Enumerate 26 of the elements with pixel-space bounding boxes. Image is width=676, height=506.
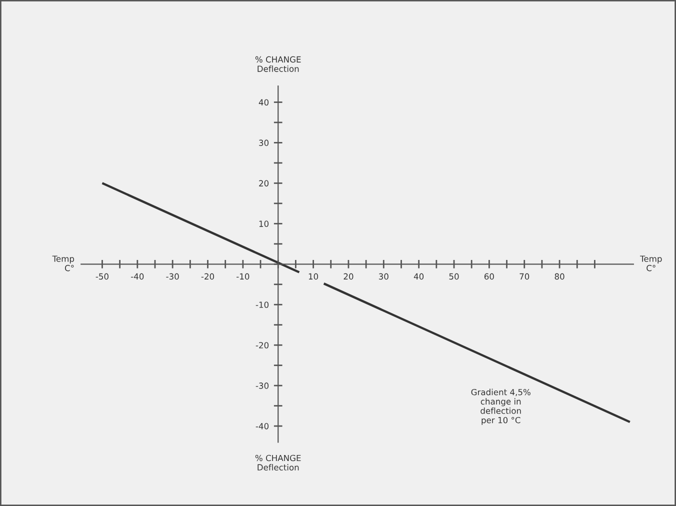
text: Temp C°: [640, 256, 662, 272]
x-tick-label: 20: [344, 273, 354, 280]
y-tick-label: 20: [259, 180, 269, 186]
x-tick-label: -30: [166, 273, 179, 280]
y-tick-label: -10: [256, 302, 269, 308]
y-axis-title: % CHANGE Deflection: [255, 56, 301, 72]
text: % CHANGE Deflection: [255, 454, 301, 470]
x-axis-title: Temp C°: [52, 256, 74, 272]
x-tick-label: 80: [554, 273, 564, 280]
y-tick-label: -20: [256, 342, 269, 348]
y-tick-label: -40: [256, 423, 269, 430]
x-tick-label: -20: [201, 273, 214, 280]
y-tick-label: 10: [259, 220, 269, 227]
x-tick-label: 60: [484, 273, 494, 280]
annotation: Gradient 4,5% change in deflection per 10 °C: [471, 388, 530, 425]
x-tick-label: 30: [378, 273, 388, 280]
y-tick-label: 30: [259, 140, 269, 146]
x-tick-label: 40: [414, 273, 424, 280]
x-tick-label: -10: [236, 273, 250, 280]
y-tick-label: 40: [258, 99, 269, 106]
x-tick-label: -40: [131, 273, 144, 280]
x-tick-label: 50: [449, 273, 459, 280]
y-tick-label: -30: [256, 382, 269, 389]
x-tick-label: 10: [308, 273, 318, 280]
x-tick-label: 70: [520, 273, 530, 280]
x-tick-label: -50: [96, 273, 108, 280]
